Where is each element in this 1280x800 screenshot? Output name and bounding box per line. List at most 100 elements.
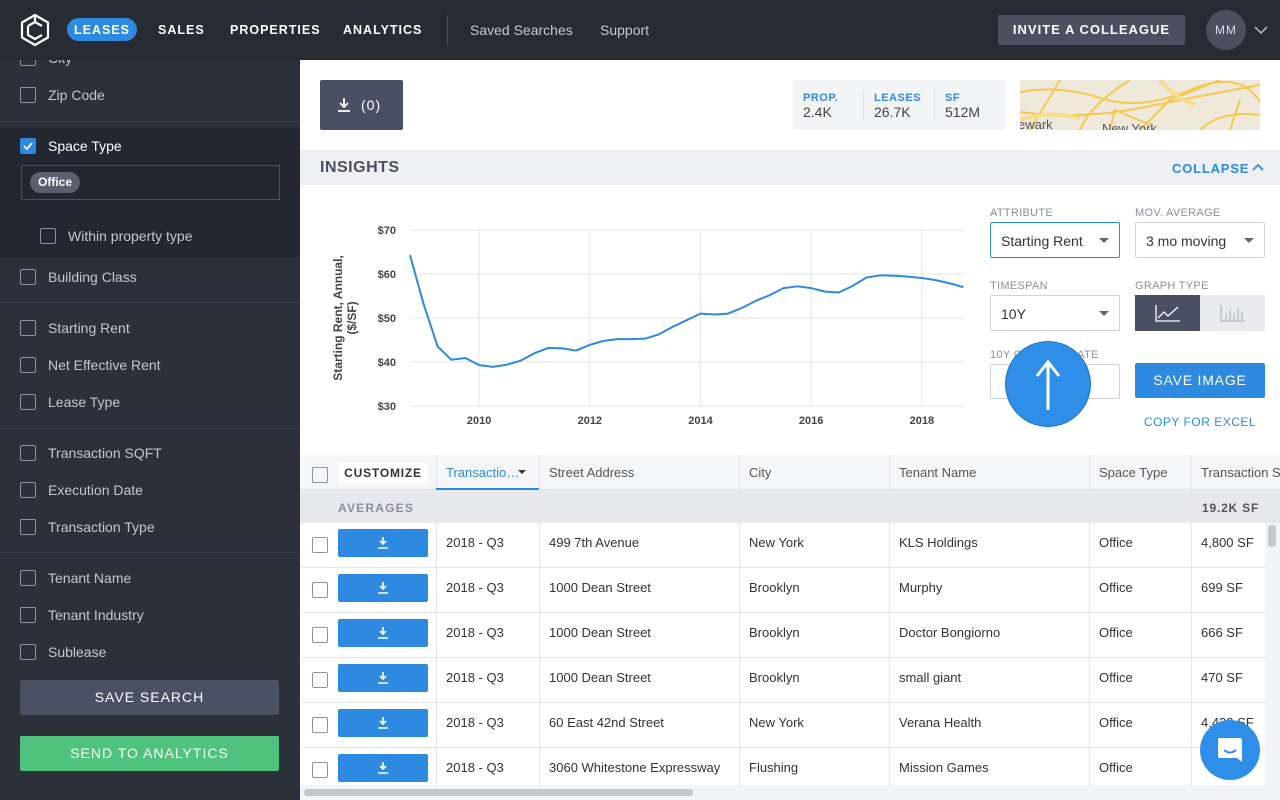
collapse-link[interactable]: COLLAPSE <box>1172 161 1250 176</box>
checkbox[interactable] <box>20 519 36 535</box>
download-button[interactable]: (0) <box>320 80 403 130</box>
timespan-select[interactable]: 10Y <box>990 295 1120 331</box>
chat-button[interactable] <box>1200 720 1260 780</box>
filter-label[interactable]: Tenant Name <box>48 570 132 586</box>
scroll-up-indicator[interactable] <box>1006 342 1090 426</box>
customize-button[interactable]: CUSTOMIZE <box>338 463 428 483</box>
column-header[interactable]: Tenant Name <box>899 465 977 480</box>
row-download-button[interactable] <box>338 529 428 557</box>
filter-label[interactable]: Tenant Industry <box>48 607 144 623</box>
divider <box>934 90 935 120</box>
filter-label[interactable]: Transaction SQFT <box>48 445 162 461</box>
cell: Brooklyn <box>749 625 800 640</box>
logo[interactable] <box>20 13 50 47</box>
cell: Office <box>1099 625 1133 640</box>
chevron-down[interactable] <box>1254 25 1268 35</box>
scroll-thumb[interactable] <box>304 789 693 796</box>
filter-label[interactable]: Within property type <box>68 228 193 244</box>
filter-label[interactable]: Starting Rent <box>48 320 130 336</box>
filter-label[interactable]: Net Effective Rent <box>48 357 161 373</box>
nav-tab[interactable]: ANALYTICS <box>343 23 423 37</box>
checkbox[interactable] <box>20 644 36 660</box>
filter-label[interactable]: Execution Date <box>48 482 143 498</box>
copy-excel-link[interactable]: COPY FOR EXCEL <box>1143 415 1257 429</box>
invite-button[interactable]: INVITE A COLLEAGUE <box>998 15 1185 45</box>
x-tick-label: 2014 <box>688 415 713 427</box>
checkbox[interactable] <box>20 357 36 373</box>
column-header[interactable]: Space Type <box>1099 465 1168 480</box>
save-image-button[interactable]: SAVE IMAGE <box>1135 363 1265 398</box>
stat-label: LEASES <box>874 92 922 104</box>
filter-label[interactable]: Transaction Type <box>48 519 155 535</box>
row-download-button[interactable] <box>338 709 428 737</box>
checkbox[interactable] <box>20 445 36 461</box>
checkbox[interactable] <box>20 87 36 103</box>
stat-value: 26.7K <box>874 104 911 120</box>
cell: 2018 - Q3 <box>446 580 504 595</box>
send-analytics-button[interactable]: SEND TO ANALYTICS <box>20 736 279 771</box>
filter-label[interactable]: Zip Code <box>48 87 105 103</box>
avatar[interactable]: MM <box>1206 10 1246 50</box>
row-download-button[interactable] <box>338 574 428 602</box>
checkbox[interactable] <box>312 582 328 598</box>
line-graph-toggle[interactable] <box>1135 295 1200 331</box>
row-download-button[interactable] <box>338 664 428 692</box>
stat-value: 512M <box>945 104 981 120</box>
sort-caret <box>518 470 526 478</box>
x-tick-label: 2010 <box>467 415 491 427</box>
y-tick-label: $30 <box>378 401 396 413</box>
checkbox[interactable] <box>312 717 328 733</box>
checkbox[interactable] <box>20 60 36 66</box>
cell: Office <box>1099 580 1133 595</box>
divider <box>0 428 300 429</box>
x-tick-label: 2016 <box>799 415 823 427</box>
checkbox[interactable] <box>20 138 36 154</box>
row-download-button[interactable] <box>338 754 428 782</box>
nav-link[interactable]: Support <box>600 22 650 38</box>
checkbox[interactable] <box>20 394 36 410</box>
checkbox[interactable] <box>20 570 36 586</box>
checkbox[interactable] <box>312 537 328 553</box>
mov-average-select[interactable]: 3 mo moving <box>1135 222 1265 258</box>
checkbox[interactable] <box>20 607 36 623</box>
nav-tab[interactable]: LEASES <box>73 23 130 37</box>
cell: Brooklyn <box>749 670 800 685</box>
y-axis-label: Starting Rent, Annual, <box>331 255 345 381</box>
row-border <box>300 657 1280 658</box>
filter-label[interactable]: Building Class <box>48 269 137 285</box>
checkbox[interactable] <box>20 320 36 336</box>
column-header[interactable]: Street Address <box>549 465 635 480</box>
row-download-button[interactable] <box>338 619 428 647</box>
column-header[interactable]: City <box>749 465 772 480</box>
column-border <box>1089 455 1090 785</box>
chip[interactable]: Office <box>30 172 81 193</box>
save-search-button[interactable]: SAVE SEARCH <box>20 680 279 715</box>
checkbox[interactable] <box>20 482 36 498</box>
checkbox[interactable] <box>312 672 328 688</box>
scroll-thumb[interactable] <box>1268 525 1276 547</box>
nav-link[interactable]: Saved Searches <box>470 22 573 38</box>
column-header[interactable]: Transaction S <box>1201 465 1280 480</box>
filter-label[interactable]: City <box>48 60 72 66</box>
caret <box>1099 311 1109 321</box>
checkbox[interactable] <box>312 627 328 643</box>
checkbox[interactable] <box>20 269 36 285</box>
cell: Doctor Bongiorno <box>899 625 1001 640</box>
map-label: New York <box>1102 121 1157 130</box>
filter-label[interactable]: Lease Type <box>48 394 121 410</box>
checkbox[interactable] <box>40 228 56 244</box>
checkbox[interactable] <box>312 762 328 778</box>
insights-title: INSIGHTS <box>320 159 400 176</box>
checkbox[interactable] <box>312 467 328 483</box>
nav-tab[interactable]: PROPERTIES <box>230 23 321 37</box>
column-header[interactable]: Transactio… <box>446 465 520 480</box>
bar-graph-toggle[interactable] <box>1200 295 1265 331</box>
v-scrollbar <box>1265 523 1280 785</box>
filter-label[interactable]: Sublease <box>48 644 107 660</box>
cell: 2018 - Q3 <box>446 625 504 640</box>
row-border <box>300 567 1280 568</box>
filter-label[interactable]: Space Type <box>48 138 122 154</box>
nav-tab[interactable]: SALES <box>158 23 205 37</box>
attribute-select[interactable]: Starting Rent <box>990 222 1120 258</box>
